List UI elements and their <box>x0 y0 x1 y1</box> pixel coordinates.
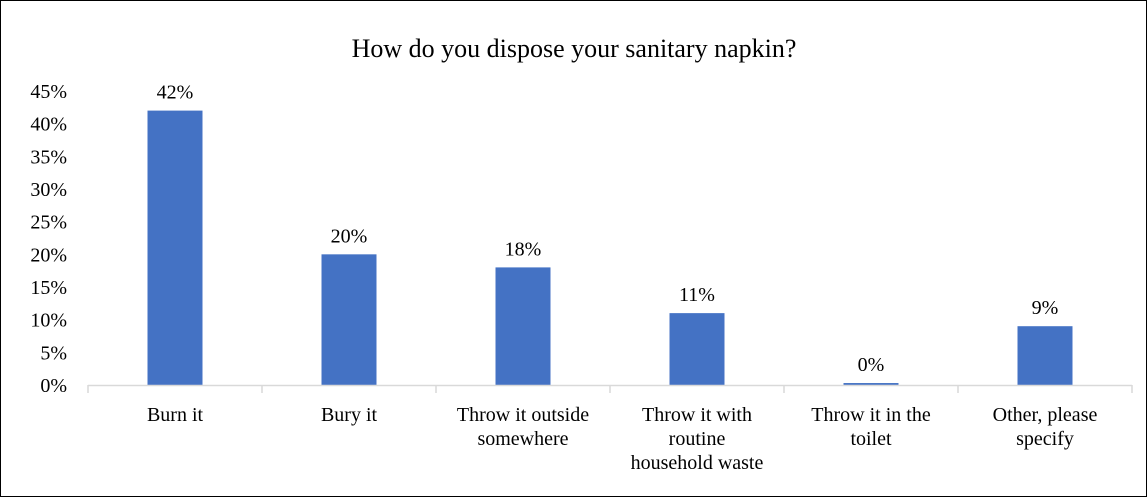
y-tick-label: 25% <box>30 212 67 234</box>
y-tick-label: 35% <box>30 146 67 168</box>
data-label: 11% <box>679 284 715 306</box>
bar <box>147 110 203 385</box>
x-tick-label-line: toilet <box>850 428 892 450</box>
y-tick-label: 5% <box>40 342 67 364</box>
y-tick-label: 45% <box>30 81 67 103</box>
x-tick-label-line: specify <box>1016 428 1074 450</box>
data-label: 9% <box>1032 297 1059 319</box>
bar <box>321 254 377 385</box>
x-tick-label-line: Throw it with <box>642 404 752 426</box>
data-label: 20% <box>331 225 368 247</box>
x-tick-label: Bury it <box>321 404 378 426</box>
y-tick-label: 30% <box>30 179 67 201</box>
y-axis-ticks: 0% 5% 10% 15% 20% 25% 30% 35% 40% 45% <box>30 81 67 397</box>
x-tick-label-line: Throw it in the <box>811 404 931 426</box>
x-tick-label: Throw it outside somewhere <box>457 404 589 450</box>
x-tick-label-line: routine <box>669 428 726 450</box>
data-label: 0% <box>858 354 885 376</box>
chart-title: How do you dispose your sanitary napkin? <box>352 34 797 63</box>
x-tick-label: Throw it with routine household waste <box>631 404 764 474</box>
y-tick-label: 10% <box>30 310 67 332</box>
y-tick-label: 0% <box>40 375 67 397</box>
x-tick-label-line: Throw it outside <box>457 404 589 426</box>
x-tick-label-line: Burn it <box>147 404 204 426</box>
x-axis-labels: Burn it Bury it Throw it outside somewhereT… <box>147 404 1098 474</box>
x-tick-label: Other, please specify <box>993 404 1098 450</box>
bar <box>843 383 899 385</box>
y-tick-label: 40% <box>30 114 67 136</box>
bars <box>147 110 1073 385</box>
data-labels: 42% 20% 18% 11% 0% 9% <box>157 82 1059 376</box>
x-tick-label-line: Other, please <box>993 404 1098 426</box>
bar <box>1017 326 1073 385</box>
x-tick-label-line: somewhere <box>477 428 568 450</box>
data-label: 42% <box>157 82 194 104</box>
x-tick-label-line: Bury it <box>321 404 378 426</box>
y-tick-label: 15% <box>30 277 67 299</box>
x-tick-label: Burn it <box>147 404 204 426</box>
x-tick-label-line: household waste <box>631 452 764 474</box>
bar <box>669 313 725 385</box>
y-tick-label: 20% <box>30 244 67 266</box>
x-axis-separators <box>87 385 1133 393</box>
x-tick-label: Throw it in the toilet <box>811 404 931 450</box>
data-label: 18% <box>505 238 542 260</box>
bar <box>495 267 551 385</box>
